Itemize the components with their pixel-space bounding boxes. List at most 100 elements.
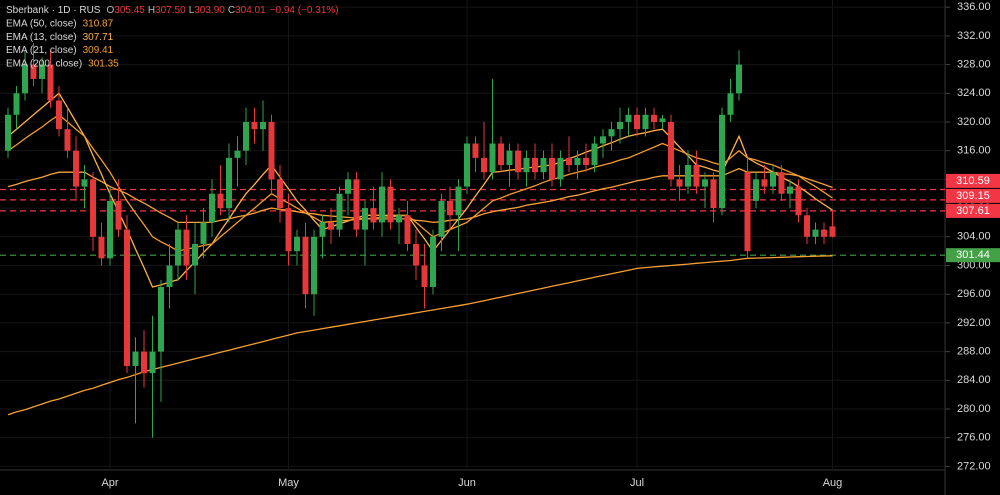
price-label-box [946, 248, 1000, 263]
y-tick-label: 332.00 [957, 30, 991, 42]
candle-body [651, 114, 657, 122]
candle-body [685, 165, 691, 187]
legend-name: EMA (13, close) [6, 31, 77, 42]
candle-body [13, 93, 20, 115]
candle-body [829, 226, 836, 237]
ohlc-label: C [228, 5, 235, 16]
candle-body [166, 265, 173, 288]
legend-value: 309.41 [83, 45, 114, 56]
candle-body [396, 215, 402, 223]
candle-body [345, 179, 351, 194]
candle-body [175, 229, 181, 266]
y-tick-label: 300.00 [957, 259, 991, 271]
ohlc-value: 303.90 [194, 5, 225, 16]
header: Sberbank · 1D · RUS O305.45 H307.50 L303.90… [6, 5, 339, 16]
candle-body [209, 193, 215, 223]
y-tick-label: 328.00 [957, 58, 991, 70]
x-tick-label: Jun [458, 477, 476, 489]
candle-body [124, 229, 130, 366]
x-tick-label: Aug [823, 477, 843, 489]
candle-body [481, 157, 487, 173]
candle-body [234, 150, 241, 158]
price-label: 310.59 [956, 175, 990, 187]
legend-entry: EMA (13, close) 307.71 [6, 31, 114, 42]
ohlc-label: O [106, 5, 114, 16]
candle-body [413, 243, 419, 266]
candle-body [311, 236, 317, 295]
candle-body [727, 93, 734, 115]
price-label-box [946, 203, 1000, 218]
candle-body [778, 172, 785, 194]
candle-body [328, 222, 334, 230]
legend-entry: EMA (21, close) 309.41 [6, 45, 114, 56]
y-tick-label: 272.00 [957, 460, 991, 472]
candle-body [498, 143, 504, 166]
candle-body [387, 186, 394, 223]
y-tick-label: 316.00 [957, 145, 991, 157]
price-label: 307.61 [956, 205, 990, 217]
candle-body [141, 351, 147, 374]
candle-body [115, 200, 122, 230]
candle-body [98, 236, 105, 259]
candle-body [515, 150, 521, 173]
candle-body [455, 186, 462, 216]
legend-entry: EMA (200, close) 301.35 [6, 58, 119, 69]
candle-body [22, 64, 28, 94]
candle-body [132, 351, 139, 366]
legend-value: 310.87 [83, 18, 114, 29]
candle-body [753, 179, 759, 201]
candle-body [642, 114, 649, 130]
candle-body [744, 172, 751, 252]
candle-body [540, 157, 547, 173]
candle-body [362, 208, 368, 230]
candle-body [668, 121, 674, 180]
candle-body [821, 229, 827, 237]
ema-line [7, 113, 833, 252]
candle-body [761, 179, 768, 187]
y-tick-label: 284.00 [957, 374, 991, 386]
candle-body [81, 179, 88, 187]
candle-body [5, 114, 11, 151]
candle-body [39, 64, 45, 79]
candle-body [319, 222, 326, 237]
candle-body [438, 200, 445, 237]
candle-body [583, 157, 589, 166]
candle-body [107, 200, 113, 259]
candle-body [243, 121, 249, 151]
candle-body [472, 143, 479, 158]
candle-body [812, 229, 819, 237]
candle-body [56, 100, 62, 130]
ema-line [7, 92, 833, 288]
candle-body [447, 200, 453, 216]
candle-body [217, 193, 224, 209]
x-tick-label: May [278, 477, 299, 489]
y-tick-label: 292.00 [957, 317, 991, 329]
legend-name: EMA (200, close) [6, 58, 82, 69]
y-tick-label: 304.00 [957, 231, 991, 243]
ohlc-label: L [189, 5, 195, 16]
y-tick-label: 296.00 [957, 288, 991, 300]
legend-value: 307.71 [83, 31, 114, 42]
candle-body [302, 236, 309, 295]
legend-name: EMA (21, close) [6, 45, 77, 56]
candle-body [200, 222, 207, 244]
candle-body [659, 118, 666, 122]
candle-body [702, 179, 708, 187]
candle-body [47, 64, 54, 101]
y-tick-label: 336.00 [957, 1, 991, 13]
price-label-box [946, 188, 1000, 203]
candle-body [336, 193, 343, 230]
candle-body [634, 114, 640, 130]
y-tick-label: 320.00 [957, 116, 991, 128]
ohlc-value: 307.50 [155, 5, 186, 16]
candle-body [421, 265, 428, 288]
candle-body [464, 143, 470, 187]
candle-body [736, 64, 742, 94]
legend-value: 301.35 [88, 58, 119, 69]
ohlc-value: 305.45 [114, 5, 145, 16]
candle-body [285, 208, 292, 252]
candle-body [226, 157, 232, 209]
candle-body [251, 121, 258, 130]
candle-body [574, 157, 581, 166]
candle-body [294, 236, 300, 252]
